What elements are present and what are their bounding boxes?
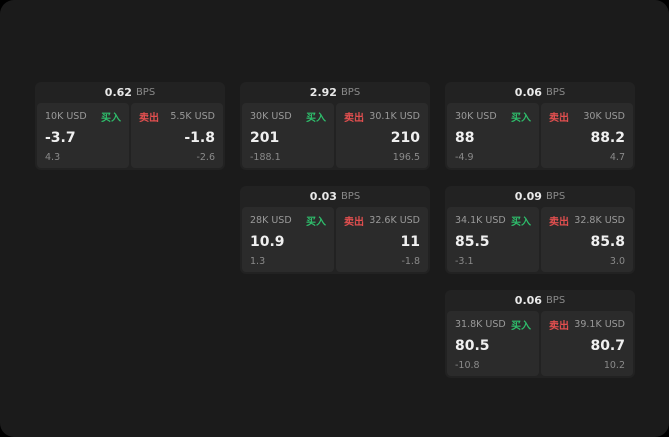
sell-price: 210: [390, 130, 420, 147]
sell-price: -1.8: [184, 130, 215, 147]
spread-header: 2.92 BPS: [242, 82, 428, 103]
quote-card: 0.09 BPS 34.1K USD 买入 85.5 -3.1 卖出 32.8K…: [445, 186, 635, 274]
buy-label: 买入: [511, 217, 531, 228]
sell-price: 11: [400, 234, 420, 251]
spread-header: 0.09 BPS: [447, 186, 633, 207]
buy-panel[interactable]: 30K USD 买入 88 -4.9: [447, 103, 539, 168]
spread-value: 2.92: [309, 86, 337, 99]
sell-panel[interactable]: 卖出 32.8K USD 85.8 3.0: [541, 207, 633, 272]
buy-change: -188.1: [250, 151, 281, 163]
buy-price: 10.9: [250, 234, 285, 251]
spread-header: 0.62 BPS: [37, 82, 223, 103]
sell-size: 5.5K USD: [170, 111, 215, 122]
buy-change: -3.1: [455, 255, 474, 267]
spread-value: 0.62: [104, 86, 132, 99]
spread-header: 0.06 BPS: [447, 290, 633, 311]
quote-card: 0.03 BPS 28K USD 买入 10.9 1.3 卖出 32.6K US…: [240, 186, 430, 274]
sell-label: 卖出: [549, 321, 569, 332]
quote-card: 0.62 BPS 10K USD 买入 -3.7 4.3 卖出 5.5K USD: [35, 82, 225, 170]
sell-panel[interactable]: 卖出 5.5K USD -1.8 -2.6: [131, 103, 223, 168]
spread-unit-label: BPS: [545, 295, 566, 306]
buy-price: 201: [250, 130, 280, 147]
sell-panel[interactable]: 卖出 39.1K USD 80.7 10.2: [541, 311, 633, 376]
buy-panel[interactable]: 10K USD 买入 -3.7 4.3: [37, 103, 129, 168]
buy-size: 30K USD: [250, 111, 292, 122]
spread-unit-label: BPS: [135, 87, 156, 98]
buy-price: 85.5: [455, 234, 490, 251]
sell-change: 3.0: [609, 255, 625, 267]
buy-panel[interactable]: 28K USD 买入 10.9 1.3: [242, 207, 334, 272]
spread-value: 0.06: [514, 294, 542, 307]
sell-label: 卖出: [344, 217, 364, 228]
buy-label: 买入: [306, 217, 326, 228]
buy-price: 80.5: [455, 338, 490, 355]
buy-panel[interactable]: 34.1K USD 买入 85.5 -3.1: [447, 207, 539, 272]
sell-panel[interactable]: 卖出 32.6K USD 11 -1.8: [336, 207, 428, 272]
quote-card: 0.06 BPS 31.8K USD 买入 80.5 -10.8 卖出 39.1…: [445, 290, 635, 378]
spread-unit-label: BPS: [545, 87, 566, 98]
buy-size: 34.1K USD: [455, 215, 506, 226]
buy-size: 28K USD: [250, 215, 292, 226]
quote-card: 0.06 BPS 30K USD 买入 88 -4.9 卖出 30K USD: [445, 82, 635, 170]
spread-header: 0.06 BPS: [447, 82, 633, 103]
buy-label: 买入: [306, 113, 326, 124]
sell-price: 88.2: [590, 130, 625, 147]
buy-panel[interactable]: 30K USD 买入 201 -188.1: [242, 103, 334, 168]
buy-label: 买入: [101, 113, 121, 124]
quote-card: 2.92 BPS 30K USD 买入 201 -188.1 卖出 30.1K …: [240, 82, 430, 170]
sell-label: 卖出: [139, 113, 159, 124]
buy-change: 4.3: [45, 151, 61, 163]
spread-header: 0.03 BPS: [242, 186, 428, 207]
spread-value: 0.06: [514, 86, 542, 99]
spread-unit-label: BPS: [340, 191, 361, 202]
spread-value: 0.03: [309, 190, 337, 203]
sell-price: 85.8: [590, 234, 625, 251]
buy-price: -3.7: [45, 130, 76, 147]
buy-panel[interactable]: 31.8K USD 买入 80.5 -10.8: [447, 311, 539, 376]
sell-size: 39.1K USD: [574, 319, 625, 330]
buy-price: 88: [455, 130, 475, 147]
buy-size: 31.8K USD: [455, 319, 506, 330]
spread-unit-label: BPS: [340, 87, 361, 98]
quote-grid: 0.62 BPS 10K USD 买入 -3.7 4.3 卖出 5.5K USD: [35, 82, 635, 378]
sell-change: -2.6: [196, 151, 215, 163]
buy-size: 30K USD: [455, 111, 497, 122]
buy-change: 1.3: [250, 255, 266, 267]
buy-size: 10K USD: [45, 111, 87, 122]
sell-size: 32.6K USD: [369, 215, 420, 226]
sell-panel[interactable]: 卖出 30K USD 88.2 4.7: [541, 103, 633, 168]
sell-size: 30.1K USD: [369, 111, 420, 122]
sell-label: 卖出: [549, 113, 569, 124]
spread-value: 0.09: [514, 190, 542, 203]
sell-change: -1.8: [401, 255, 420, 267]
sell-label: 卖出: [344, 113, 364, 124]
buy-change: -10.8: [455, 359, 480, 371]
sell-label: 卖出: [549, 217, 569, 228]
buy-label: 买入: [511, 321, 531, 332]
buy-label: 买入: [511, 113, 531, 124]
sell-size: 32.8K USD: [574, 215, 625, 226]
sell-change: 196.5: [392, 151, 420, 163]
sell-price: 80.7: [590, 338, 625, 355]
sell-size: 30K USD: [583, 111, 625, 122]
sell-panel[interactable]: 卖出 30.1K USD 210 196.5: [336, 103, 428, 168]
sell-change: 4.7: [609, 151, 625, 163]
spread-unit-label: BPS: [545, 191, 566, 202]
sell-change: 10.2: [603, 359, 625, 371]
buy-change: -4.9: [455, 151, 474, 163]
